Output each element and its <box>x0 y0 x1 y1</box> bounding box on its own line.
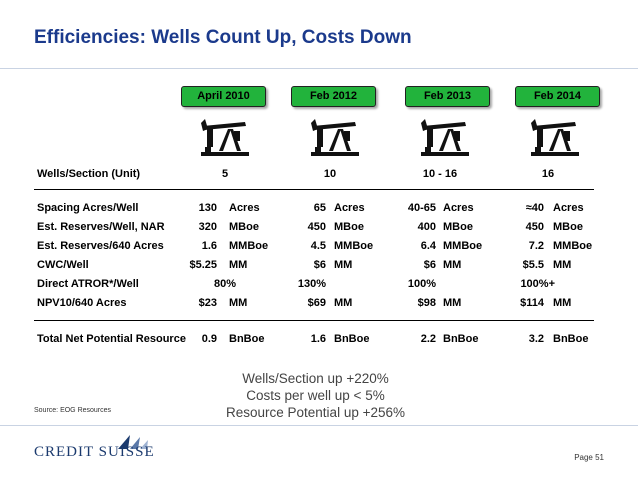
source-note: Source: EOG Resources <box>34 407 112 414</box>
cell-unit: MBoe <box>229 221 259 233</box>
cell-unit: MBoe <box>553 221 583 233</box>
row-label: Est. Reserves/640 Acres <box>37 240 164 252</box>
period-header-badge: Feb 2014 <box>515 86 600 107</box>
pumpjack-icon <box>311 119 359 156</box>
cell-value: $5.5 <box>522 259 544 271</box>
cell-value: 80% <box>213 278 236 290</box>
cell-unit: MMBoe <box>334 240 374 252</box>
cell-value: $114 <box>520 297 544 309</box>
cell-value: 16 <box>541 168 555 180</box>
summary-line: Wells/Section up +220% <box>242 371 389 386</box>
row-divider <box>34 189 594 190</box>
cell-value: 0.9 <box>201 333 217 345</box>
cell-value: $6 <box>313 259 326 271</box>
page-number: Page 51 <box>574 453 604 462</box>
cell-value: 130 <box>198 202 217 214</box>
row-label: CWC/Well <box>37 259 89 271</box>
cell-value: 6.4 <box>420 240 436 252</box>
period-header-badge: Feb 2012 <box>291 86 376 107</box>
slide-title: Efficiencies: Wells Count Up, Costs Down <box>34 27 412 48</box>
summary-line: Costs per well up < 5% <box>246 388 385 403</box>
cell-value: 4.5 <box>310 240 326 252</box>
cell-value: 1.6 <box>310 333 326 345</box>
cell-value: 5 <box>221 168 229 180</box>
cell-unit: MBoe <box>334 221 364 233</box>
cell-unit: Acres <box>443 202 474 214</box>
cell-unit: Acres <box>334 202 365 214</box>
cell-value: 40-65 <box>407 202 436 214</box>
cell-unit: Acres <box>229 202 260 214</box>
cell-unit: MM <box>334 297 353 309</box>
cell-value: $5.25 <box>189 259 217 271</box>
cell-value: 1.6 <box>201 240 217 252</box>
cell-value: 450 <box>525 221 544 233</box>
cell-unit: MM <box>443 297 462 309</box>
cell-unit: MM <box>229 297 248 309</box>
summary-line: Resource Potential up +256% <box>226 405 405 420</box>
cell-value: 65 <box>313 202 326 214</box>
period-header-badge: April 2010 <box>181 86 266 107</box>
cell-unit: MM <box>334 259 353 271</box>
row-label: Direct ATROR*/Well <box>37 278 139 290</box>
cell-value: 100% <box>407 278 436 290</box>
cell-unit: BnBoe <box>229 333 265 345</box>
cell-unit: MM <box>553 259 572 271</box>
cell-unit: MM <box>443 259 462 271</box>
pumpjack-icon <box>531 119 579 156</box>
title-divider <box>0 68 638 69</box>
cell-value: 100%+ <box>520 278 555 290</box>
summary-box: Wells/Section up +220% Costs per well up… <box>198 370 433 421</box>
cell-value: $69 <box>307 297 326 309</box>
cell-unit: MM <box>229 259 248 271</box>
cell-value: 130% <box>297 278 326 290</box>
row-label: Est. Reserves/Well, NAR <box>37 221 165 233</box>
row-label: NPV10/640 Acres <box>37 297 127 309</box>
credit-suisse-logo: CREDIT SUISSE <box>34 435 194 464</box>
footer-divider <box>0 425 638 426</box>
cell-value: 10 <box>323 168 337 180</box>
cell-unit: MMBoe <box>229 240 269 252</box>
logo-wordmark: CREDIT SUISSE <box>34 444 155 460</box>
cell-value: $98 <box>417 297 436 309</box>
cell-value: 400 <box>417 221 436 233</box>
cell-unit: MM <box>553 297 572 309</box>
pumpjack-icon <box>421 119 469 156</box>
cell-value: 2.2 <box>420 333 436 345</box>
cell-value: 10 - 16 <box>422 168 458 180</box>
row-label: Wells/Section (Unit) <box>37 168 141 180</box>
cell-value: 3.2 <box>528 333 544 345</box>
cell-unit: MMBoe <box>553 240 593 252</box>
cell-value: 450 <box>307 221 326 233</box>
cell-unit: MMBoe <box>443 240 483 252</box>
row-divider <box>34 320 594 321</box>
cell-unit: BnBoe <box>443 333 479 345</box>
cell-unit: Acres <box>553 202 584 214</box>
sails-icon <box>118 435 148 449</box>
period-header-badge: Feb 2013 <box>405 86 490 107</box>
cell-value: ≈40 <box>525 202 544 214</box>
cell-unit: MBoe <box>443 221 473 233</box>
cell-value: $23 <box>198 297 217 309</box>
cell-value: 7.2 <box>528 240 544 252</box>
row-label: Total Net Potential Resource <box>37 333 186 345</box>
cell-unit: BnBoe <box>553 333 589 345</box>
cell-value: $6 <box>423 259 436 271</box>
cell-value: 320 <box>198 221 217 233</box>
cell-unit: BnBoe <box>334 333 370 345</box>
row-label: Spacing Acres/Well <box>37 202 139 214</box>
pumpjack-icon <box>201 119 249 156</box>
